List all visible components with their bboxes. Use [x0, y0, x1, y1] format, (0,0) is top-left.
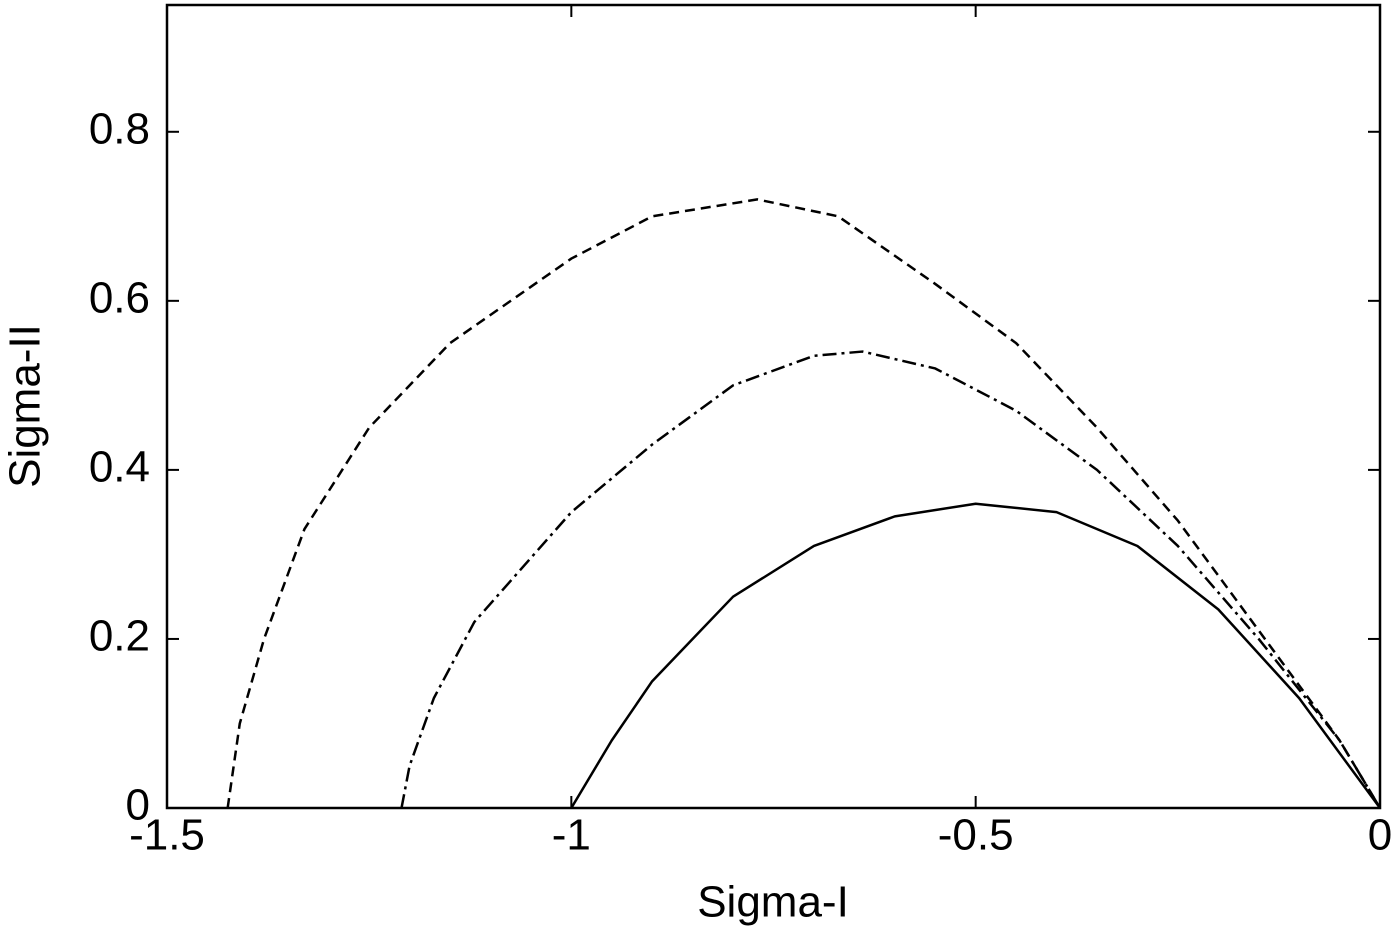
- y-tick-label: 0.4: [89, 443, 150, 492]
- y-tick-label: 0.2: [89, 612, 150, 661]
- data-line: [570, 502, 1382, 809]
- data-line: [400, 350, 1382, 809]
- plot-frame: [165, 3, 1382, 810]
- y-tick-label: 0.8: [89, 104, 150, 153]
- x-tick-label: -1: [552, 811, 591, 860]
- x-axis-label: Sigma-I: [697, 878, 849, 927]
- data-line: [226, 198, 1382, 809]
- y-tick-label: 0: [126, 781, 150, 830]
- y-tick-label: 0.6: [89, 273, 150, 322]
- x-tick-label: -0.5: [938, 811, 1014, 860]
- y-axis-label: Sigma-II: [1, 324, 50, 488]
- x-tick-label: -1.5: [129, 811, 205, 860]
- x-tick-label: 0: [1368, 811, 1392, 860]
